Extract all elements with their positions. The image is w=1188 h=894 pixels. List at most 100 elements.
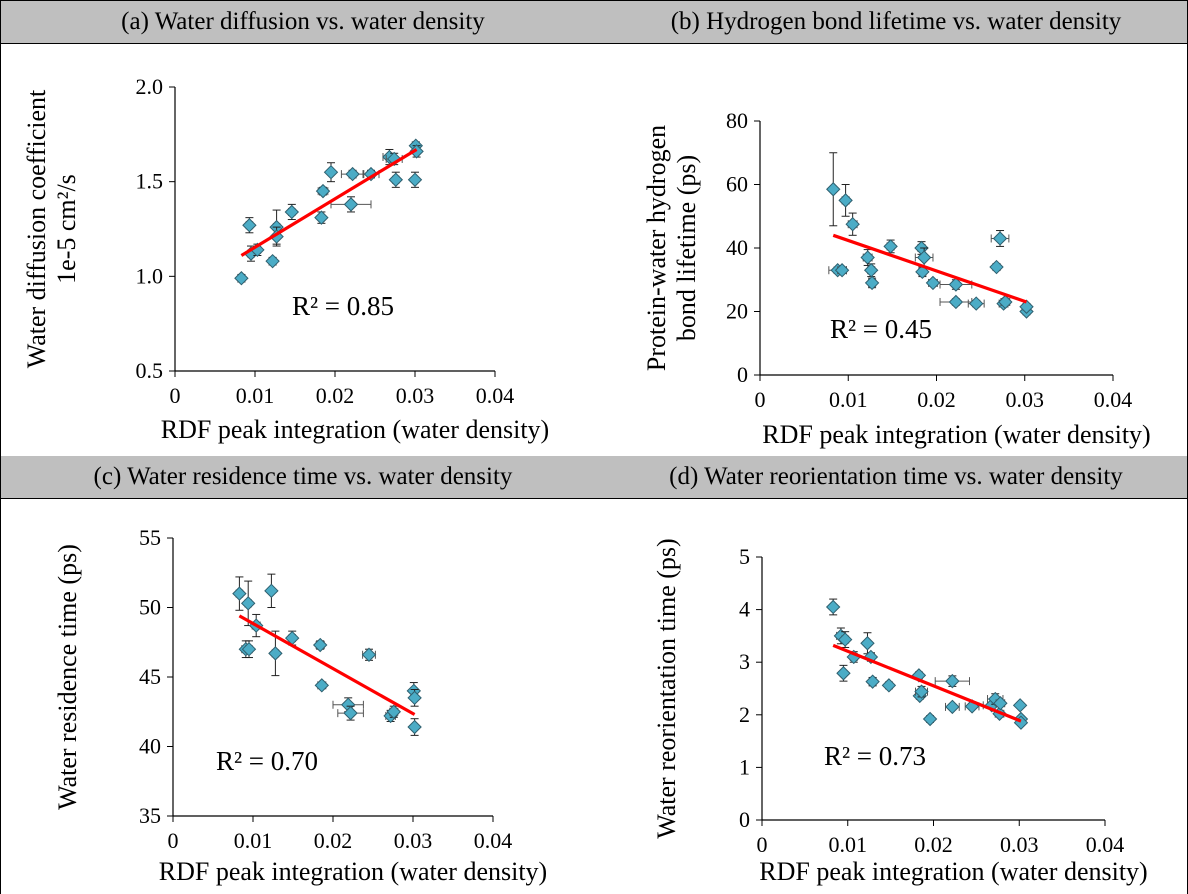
data-point-marker <box>234 271 249 286</box>
y-axis-label: Water residence time (ps) <box>53 544 82 810</box>
data-point-group <box>860 632 875 655</box>
data-point-marker <box>860 250 875 265</box>
data-point-marker <box>865 674 880 689</box>
data-point-marker <box>240 596 256 611</box>
panel-title: (b) Hydrogen bond lifetime vs. water den… <box>605 1 1187 44</box>
data-point-marker <box>845 216 860 232</box>
data-point-group <box>925 275 941 291</box>
data-point-group <box>312 637 328 653</box>
data-point-marker <box>343 197 359 212</box>
x-axis-label: RDF peak integration (water density) <box>161 415 549 444</box>
data-point-marker <box>838 193 853 208</box>
data-point-marker <box>314 210 329 225</box>
data-point-group <box>268 630 283 677</box>
x-tick-label: 0.03 <box>396 383 435 408</box>
data-point-group <box>945 699 960 715</box>
y-tick-label: 2.0 <box>136 74 164 99</box>
data-point-marker <box>284 204 300 220</box>
x-tick-label: 0 <box>757 832 768 857</box>
data-point-marker <box>314 678 330 693</box>
x-axis-label: RDF peak integration (water density) <box>159 857 547 886</box>
data-point-marker <box>1019 299 1034 314</box>
panel-a: (a) Water diffusion vs. water density 0.… <box>0 0 606 457</box>
data-point-group <box>989 259 1004 275</box>
data-point-marker <box>945 699 960 715</box>
data-point-group <box>241 640 257 659</box>
x-tick-label: 0 <box>755 387 766 412</box>
x-axis-label: RDF peak integration (water density) <box>759 857 1147 886</box>
data-point-marker <box>914 684 929 699</box>
x-tick-label: 0.02 <box>316 383 355 408</box>
trendline <box>832 233 1028 304</box>
scatter-plot-a: 0.5 1.0 1.5 2.0 0 0.01 0.02 0.03 0.04 RDF peak in… <box>22 74 549 444</box>
data-point-group <box>314 210 329 225</box>
x-tick-label: 0.03 <box>394 828 433 853</box>
r-squared-label: R² = 0.70 <box>216 746 318 776</box>
data-point-group <box>914 247 934 268</box>
x-tick-label: 0.01 <box>829 832 868 857</box>
data-point-marker <box>825 599 841 615</box>
data-point-group <box>998 294 1013 310</box>
data-point-group <box>838 184 853 217</box>
data-point-marker <box>837 632 853 647</box>
data-point-marker <box>268 646 283 661</box>
y-axis-label: Water reorientation time (ps) <box>652 538 681 838</box>
data-point-group <box>407 171 423 188</box>
y-axis-label: Protein-water hydrogen <box>642 125 671 371</box>
data-point-group <box>234 271 249 286</box>
data-point-marker <box>992 231 1008 246</box>
data-point-group <box>407 718 422 736</box>
data-point-marker <box>241 641 257 657</box>
data-point-marker <box>989 259 1004 275</box>
data-point-marker <box>860 636 875 651</box>
data-point-marker <box>945 673 960 689</box>
r-squared-label: R² = 0.73 <box>824 741 926 771</box>
y-tick-label: 80 <box>726 108 748 133</box>
panel-title: (c) Water residence time vs. water densi… <box>1 456 605 499</box>
data-point-marker <box>361 647 377 662</box>
data-point-group <box>242 217 257 234</box>
data-point-group <box>934 673 971 689</box>
data-point-marker <box>1012 698 1028 713</box>
data-point-group <box>388 171 404 188</box>
x-tick-label: 0.04 <box>474 828 513 853</box>
x-tick-label: 0.04 <box>1086 832 1125 857</box>
data-point-marker <box>323 164 339 180</box>
y-tick-label: 40 <box>139 734 161 759</box>
y-axis-label: Water diffusion coefficient <box>22 89 51 368</box>
data-point-marker <box>407 172 423 187</box>
data-point-group <box>340 166 365 182</box>
data-point-marker <box>834 263 850 278</box>
data-point-group <box>407 689 422 707</box>
x-tick-label: 0 <box>170 383 181 408</box>
data-point-marker <box>388 172 404 187</box>
y-tick-label: 45 <box>139 664 161 689</box>
y-axis-label: 1e-5 cm²/s <box>52 174 81 284</box>
data-point-marker <box>916 250 932 265</box>
data-point-group <box>860 249 875 266</box>
scatter-plot-c: 35 40 45 50 55 0 0.01 0.02 0.03 0.04 RDF peak inte… <box>53 525 547 886</box>
r-squared-label: R² = 0.45 <box>830 314 932 344</box>
y-tick-label: 2 <box>739 702 750 727</box>
data-point-group <box>361 647 377 662</box>
data-point-marker <box>948 294 964 310</box>
data-point-marker <box>922 711 938 727</box>
x-tick-label: 0.02 <box>917 387 956 412</box>
data-point-marker <box>836 666 851 681</box>
data-point-marker <box>826 182 841 197</box>
x-tick-label: 0.04 <box>1094 387 1133 412</box>
data-point-marker <box>883 239 898 254</box>
y-tick-label: 1.0 <box>136 263 164 288</box>
y-tick-label: 60 <box>726 172 748 197</box>
x-tick-label: 0.02 <box>314 828 353 853</box>
y-tick-label: 50 <box>139 595 161 620</box>
data-point-group <box>826 152 841 227</box>
data-point-marker <box>407 719 422 735</box>
data-point-group <box>1019 299 1034 314</box>
x-tick-label: 0.01 <box>236 383 275 408</box>
trendline <box>832 643 1022 723</box>
y-tick-label: 1 <box>739 754 750 779</box>
x-axis-label: RDF peak integration (water density) <box>762 420 1150 449</box>
